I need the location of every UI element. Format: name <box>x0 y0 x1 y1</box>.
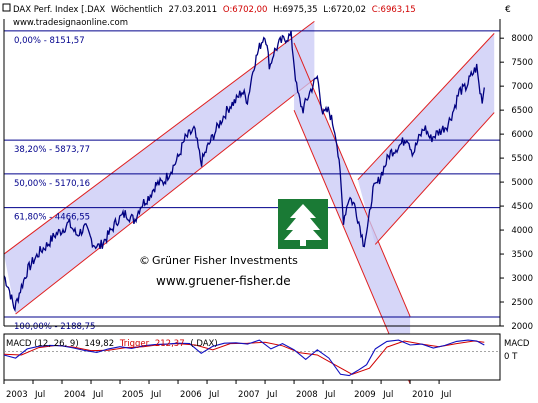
tree-logo-icon <box>278 199 328 249</box>
y-tick-label-9: 6500 <box>511 106 533 116</box>
fib-label-2: 50,00% - 5170,16 <box>14 179 90 189</box>
macd-symbol: (.DAX) <box>190 339 217 349</box>
channel-upper-line-0 <box>3 20 315 255</box>
macd-line <box>3 339 485 377</box>
header-high: H:6975,35 <box>273 5 317 15</box>
trigger-line <box>3 340 485 375</box>
copyright-symbol: © <box>139 254 150 267</box>
watermark-company: Grüner Fisher Investments <box>152 254 298 267</box>
y-tick-label-3: 3500 <box>511 250 533 260</box>
price-series <box>3 30 485 313</box>
x-tick-label-12: 2009 <box>354 390 376 400</box>
fib-label-3: 61,80% - 4466,55 <box>14 213 90 223</box>
chart-header: DAX Perf. Index [.DAX Wöchentlich 27.03.… <box>2 3 511 28</box>
trigger-value: 212,37 <box>155 339 185 349</box>
y-tick-label-7: 5500 <box>511 154 533 164</box>
y-tick-label-8: 6000 <box>511 130 533 140</box>
y-tick-label-0: 2000 <box>511 322 533 332</box>
watermark-url: www.gruener-fisher.de <box>156 274 291 288</box>
y-tick-label-5: 4500 <box>511 202 533 212</box>
watermark: © Grüner Fisher Investments www.gruener-… <box>139 199 328 288</box>
header-text: DAX Perf. Index [.DAX Wöchentlich 27.03.… <box>13 5 416 15</box>
x-tick-label-6: 2006 <box>180 390 202 400</box>
header-close: C:6963,15 <box>372 5 416 15</box>
macd-legend: MACD (12, 26, 9) 149,82 Trigger 212,37 (… <box>6 339 218 349</box>
header-low: L:6720,02 <box>323 5 366 15</box>
header-index: DAX Perf. Index [.DAX <box>13 5 105 15</box>
price-frame <box>3 19 501 327</box>
price-line <box>3 30 485 313</box>
x-tick-label-11: Jul <box>324 390 335 400</box>
y-tick-label-11: 7500 <box>511 58 533 68</box>
y-tick-label-4: 4000 <box>511 226 533 236</box>
x-tick-label-4: 2005 <box>122 390 144 400</box>
channel-lower-line-2 <box>374 112 495 245</box>
header-box-icon <box>2 3 11 12</box>
channel-upper-line-1 <box>293 42 411 317</box>
fib-label-1: 38,20% - 5873,77 <box>14 145 90 155</box>
trigger-label: Trigger <box>119 339 150 349</box>
x-tick-label-7: Jul <box>208 390 219 400</box>
macd-value: 149,82 <box>84 339 114 349</box>
channel-band-2 <box>357 33 495 245</box>
macd-label: MACD (12, 26, 9) <box>6 339 79 349</box>
x-tick-label-5: Jul <box>150 390 161 400</box>
currency-label: € <box>505 5 511 15</box>
macd-lines <box>3 339 485 377</box>
macd-right-label: MACD <box>504 339 530 349</box>
x-tick-label-9: Jul <box>266 390 277 400</box>
x-tick-label-2: 2004 <box>64 390 86 400</box>
channel-band-1 <box>294 42 411 384</box>
macd-zero-label: 0 T <box>504 352 518 362</box>
x-tick-label-8: 2007 <box>238 390 260 400</box>
y-tick-label-1: 2500 <box>511 298 533 308</box>
x-tick-label-10: 2008 <box>296 390 318 400</box>
fib-label-4: 100,00% - 2188,75 <box>14 322 95 332</box>
x-axis: 2003 Jul 2004 Jul 2005 Jul 2006 Jul 2007 Jul 2008 J… <box>3 380 451 400</box>
channel-lower-line-0 <box>15 78 315 315</box>
x-tick-label-1: Jul <box>34 390 45 400</box>
x-tick-label-13: Jul <box>382 390 393 400</box>
y-axis: 2000 2500 3000 3500 4000 4500 5000 5500 6000 6500… <box>500 34 533 332</box>
header-open: O:6702,00 <box>223 5 268 15</box>
header-period: Wöchentlich <box>111 5 163 15</box>
x-tick-label-14: 2010 <box>412 390 434 400</box>
y-tick-label-6: 5000 <box>511 178 533 188</box>
x-tick-label-0: 2003 <box>6 390 28 400</box>
y-tick-label-12: 8000 <box>511 34 533 44</box>
header-date: 27.03.2011 <box>169 5 218 15</box>
fibonacci-levels: 0,00% - 8151,57 38,20% - 5873,77 50,00% - … <box>4 30 500 332</box>
macd-panel: MACD (12, 26, 9) 149,82 Trigger 212,37 (… <box>3 333 530 381</box>
y-tick-label-2: 3000 <box>511 274 533 284</box>
fib-label-0: 0,00% - 8151,57 <box>14 36 85 46</box>
x-tick-label-3: Jul <box>92 390 103 400</box>
y-tick-label-10: 7000 <box>511 82 533 92</box>
x-tick-label-15: Jul <box>440 390 451 400</box>
channel-upper-line-2 <box>357 33 495 181</box>
header-source: www.tradesignaonline.com <box>13 18 128 28</box>
